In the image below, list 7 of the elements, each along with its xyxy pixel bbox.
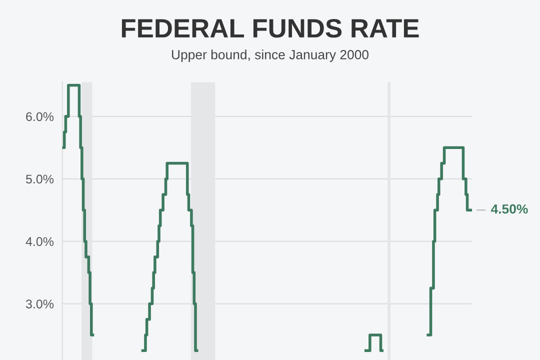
- y-tick-label: 6.0%: [26, 112, 54, 122]
- y-tick-label: 5.0%: [26, 174, 54, 184]
- y-tick-label: 4.0%: [26, 237, 54, 246]
- y-tick-label: 3.0%: [26, 300, 54, 308]
- chart-subtitle: Upper bound, since January 2000: [172, 50, 369, 62]
- chart-title: FEDERAL FUNDS RATE: [122, 18, 419, 38]
- text: 4.50%: [490, 204, 528, 214]
